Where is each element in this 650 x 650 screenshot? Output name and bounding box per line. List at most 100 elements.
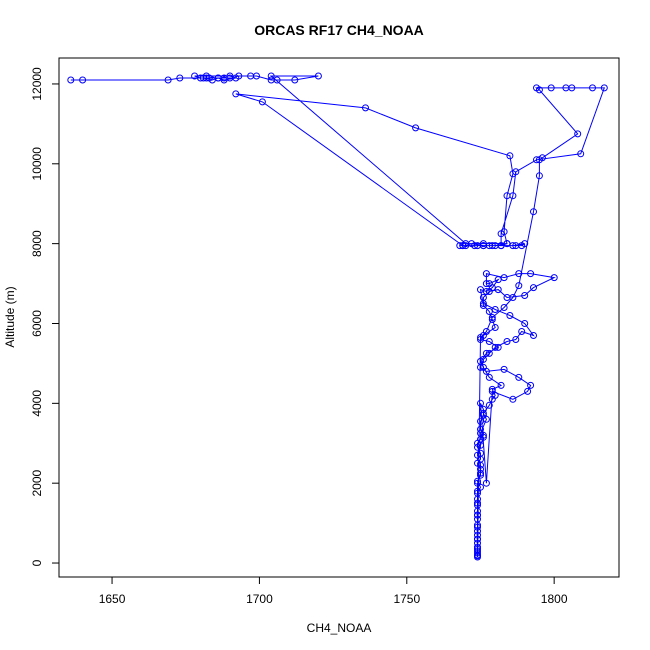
data-point (412, 124, 420, 132)
data-point (512, 336, 520, 343)
data-point (491, 324, 499, 331)
data-point (474, 479, 481, 487)
data-point (474, 523, 481, 531)
x-tick-label: 1800 (541, 592, 568, 606)
data-point (515, 270, 523, 278)
data-point (291, 76, 299, 84)
y-tick-label: 10000 (30, 147, 44, 181)
data-point (176, 74, 184, 82)
data-point (474, 451, 481, 459)
data-point (488, 385, 496, 393)
data-point (474, 515, 481, 523)
data-point (500, 228, 508, 236)
y-axis-label: Altitude (m) (3, 286, 17, 347)
x-axis-label: CH4_NOAA (307, 621, 372, 635)
data-point (521, 320, 529, 327)
data-point (482, 280, 490, 288)
data-point (494, 343, 502, 351)
data-point (267, 72, 275, 80)
data-point (474, 531, 481, 539)
data-point (474, 552, 481, 560)
x-tick-label: 1700 (246, 592, 273, 606)
y-tick-label: 6000 (30, 310, 44, 337)
data-point (462, 242, 470, 250)
data-point (482, 328, 490, 335)
data-point (500, 365, 508, 373)
data-point (550, 274, 558, 282)
chart-title: ORCAS RF17 CH4_NOAA (254, 22, 424, 38)
data-point (479, 409, 487, 417)
data-point (197, 74, 204, 82)
data-point (474, 511, 481, 519)
data-point (477, 417, 484, 425)
data-point (477, 399, 484, 407)
data-point (67, 76, 75, 84)
data-point (479, 294, 487, 301)
data-point (497, 242, 505, 250)
data-point (164, 76, 172, 84)
data-point (491, 306, 499, 313)
data-point (479, 240, 487, 248)
data-point (515, 373, 523, 381)
y-tick-label: 0 (30, 559, 44, 566)
data-point (477, 336, 484, 343)
data-point (488, 316, 496, 323)
data-point (488, 314, 496, 321)
data-point (503, 240, 511, 248)
data-point (509, 242, 517, 250)
data-point (500, 274, 508, 282)
data-point (530, 332, 537, 339)
data-point (79, 76, 87, 84)
data-point (530, 284, 537, 292)
data-point (477, 461, 484, 469)
data-point (577, 150, 585, 158)
data-point (533, 84, 540, 92)
data-point (485, 308, 493, 315)
y-axis: 0 2000 4000 6000 8000 10000 12000 (30, 67, 59, 566)
data-point (477, 441, 484, 449)
data-point (191, 72, 199, 80)
data-point (485, 338, 493, 345)
data-point (479, 363, 487, 371)
data-point (226, 72, 234, 80)
data-point (500, 304, 508, 311)
data-point (477, 425, 484, 433)
data-point (474, 489, 481, 497)
data-point (494, 276, 502, 284)
data-point (474, 477, 481, 485)
data-point (521, 292, 529, 299)
data-point (477, 469, 484, 477)
data-point (474, 535, 481, 543)
data-point (474, 543, 481, 551)
data-point (509, 395, 517, 403)
data-point (530, 208, 537, 216)
data-point (479, 433, 487, 441)
data-point (515, 282, 523, 290)
plot-frame (58, 57, 620, 578)
data-point (488, 395, 496, 403)
data-point (535, 172, 543, 180)
data-point (521, 240, 529, 248)
data-point (479, 302, 487, 309)
y-tick-label: 4000 (30, 390, 44, 417)
data-points (67, 72, 608, 561)
data-point (538, 154, 546, 162)
data-point (491, 343, 499, 351)
data-point (488, 284, 496, 292)
data-point (527, 270, 535, 278)
data-point (485, 373, 493, 381)
data-point (506, 312, 514, 319)
y-tick-label: 2000 (30, 470, 44, 497)
series-line (70, 75, 606, 557)
data-point (574, 130, 582, 138)
x-tick-label: 1750 (393, 592, 420, 606)
data-point (506, 152, 514, 160)
data-point (547, 84, 555, 92)
data-point (479, 405, 487, 413)
data-point (600, 84, 608, 92)
data-point (267, 76, 275, 84)
data-point (474, 487, 481, 495)
data-point (503, 192, 511, 200)
data-point (568, 84, 576, 92)
